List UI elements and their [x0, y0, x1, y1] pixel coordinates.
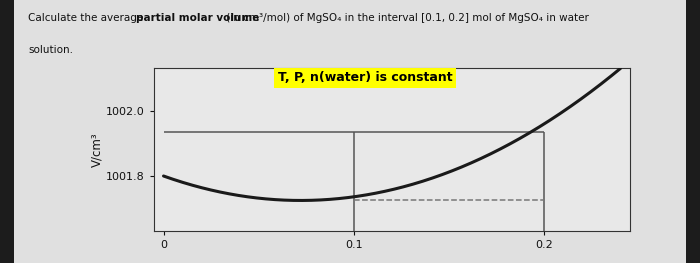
Text: Calculate the average: Calculate the average [28, 13, 146, 23]
Text: solution.: solution. [28, 45, 73, 55]
Y-axis label: V/cm³: V/cm³ [90, 133, 104, 167]
Text: partial molar volume: partial molar volume [136, 13, 260, 23]
Text: (in cm³/mol) of MgSO₄ in the interval [0.1, 0.2] mol of MgSO₄ in water: (in cm³/mol) of MgSO₄ in the interval [0… [223, 13, 589, 23]
Text: T, P, n(water) is constant: T, P, n(water) is constant [278, 72, 452, 84]
